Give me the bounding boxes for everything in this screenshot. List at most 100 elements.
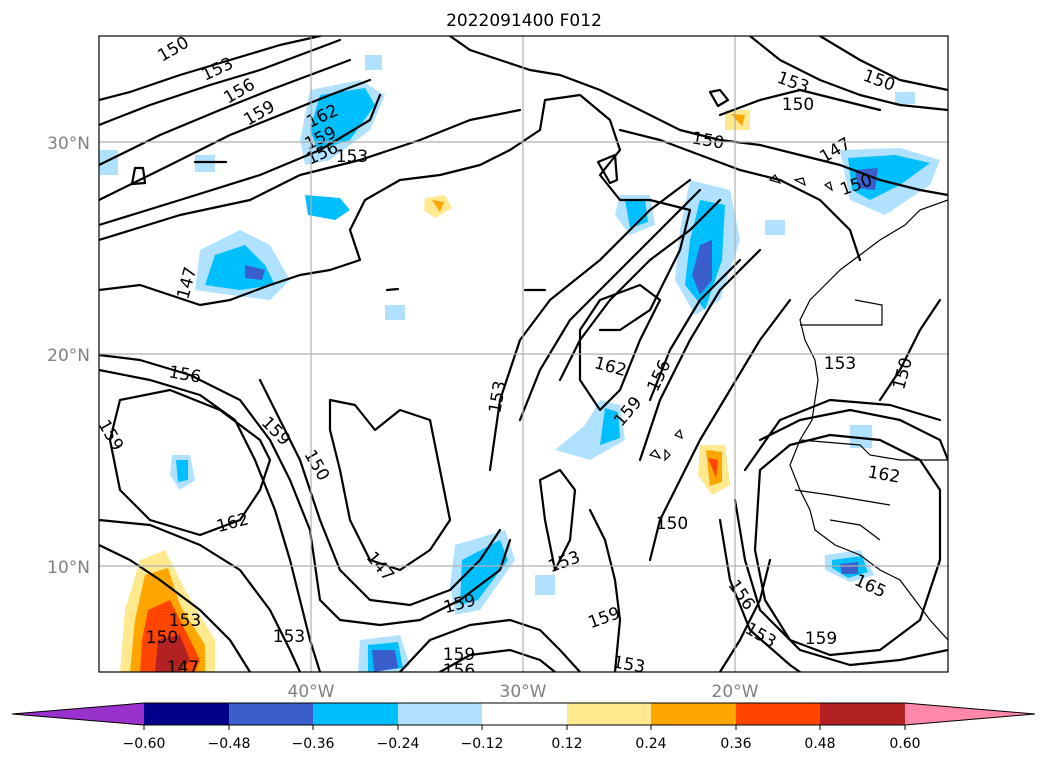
colorbar-tick-label: −0.60 <box>123 736 166 752</box>
contour-156c <box>99 353 512 627</box>
negative-anomaly-area <box>372 650 398 672</box>
colorbar-segment <box>736 703 820 725</box>
contour-label: 153 <box>169 611 201 631</box>
contour-147 <box>99 93 692 332</box>
contour-150i <box>878 298 942 402</box>
contour-159b <box>638 248 762 462</box>
negative-anomaly-area <box>385 305 405 320</box>
graticule <box>99 36 948 672</box>
positive-anomaly-area <box>432 200 444 212</box>
colorbar-tick-label: 0.60 <box>889 736 920 752</box>
contour-153f <box>99 518 302 672</box>
colorbar-segment <box>398 703 482 725</box>
contour-159d <box>438 648 557 672</box>
colorbar-segment <box>567 703 651 725</box>
contour-153c <box>748 36 948 112</box>
contour-label: 159 <box>805 629 837 649</box>
lat-label: 20°N <box>47 346 90 366</box>
lon-label: 30°W <box>500 682 547 702</box>
map-title: 2022091400 F012 <box>446 11 602 31</box>
contour-159e <box>588 508 622 672</box>
colorbar-segment <box>144 703 229 725</box>
negative-anomaly-area <box>245 265 265 280</box>
contour-150g <box>99 543 252 672</box>
colorbar-segment <box>482 703 567 725</box>
contour-150c <box>818 36 948 92</box>
negative-anomaly-area <box>840 562 858 574</box>
map-frame <box>98 35 949 673</box>
colorbar-segment <box>820 703 905 725</box>
contour-153h <box>538 468 577 572</box>
positive-anomaly-area <box>155 635 190 672</box>
contour-label: 147 <box>167 658 199 678</box>
border-line <box>799 439 948 461</box>
contour-159 <box>99 78 372 202</box>
colorbar-tick-label: −0.48 <box>208 736 251 752</box>
contour-156e <box>733 498 948 667</box>
negative-anomaly-area <box>99 150 118 175</box>
contour-153g <box>398 618 582 672</box>
negative-anomaly-area <box>460 540 508 605</box>
negative-anomaly-area <box>692 240 712 295</box>
contour-label: 150 <box>782 95 814 115</box>
contour-147c <box>328 398 452 572</box>
positive-anomaly-area <box>708 458 718 478</box>
contour-156 <box>99 58 352 167</box>
contour-156d <box>718 558 772 672</box>
contour-165 <box>753 433 942 657</box>
contour-150h <box>258 378 502 607</box>
colorbar-tick-label: 0.12 <box>551 736 582 752</box>
colorbar: −0.60 −0.48 −0.36 −0.24 −0.12 0.12 0.24 … <box>11 702 1036 752</box>
contour-162 <box>99 93 382 227</box>
colorbar-extend-high <box>905 703 1035 725</box>
colorbar-tick-label: −0.36 <box>292 736 335 752</box>
lon-label: 20°W <box>712 682 759 702</box>
contour-153i <box>718 518 802 672</box>
contour-150f <box>648 298 792 562</box>
negative-anomaly-area <box>850 425 872 448</box>
contour-label: 150 <box>146 628 178 648</box>
contour-162d <box>758 408 948 462</box>
lat-label: 10°N <box>47 558 90 578</box>
lat-label: 30°N <box>47 134 90 154</box>
contour-159f <box>743 398 942 472</box>
contour-label: 159 <box>443 645 475 665</box>
negative-anomaly-area <box>195 155 215 172</box>
negative-anomaly-area <box>895 92 915 104</box>
contour-small <box>385 287 400 292</box>
contour-small <box>596 153 619 185</box>
contour-label: 153 <box>611 652 646 677</box>
contour-162b <box>578 283 662 412</box>
contour-label: 156 <box>443 661 475 681</box>
coastline-layer <box>648 174 948 641</box>
contour-150d <box>718 88 882 117</box>
colorbar-tick-label: −0.24 <box>377 736 420 752</box>
colorbar-ticks <box>143 725 906 730</box>
contour-159c <box>99 368 322 672</box>
colorbar-tick-label: 0.36 <box>720 736 751 752</box>
contour-153e <box>518 188 702 422</box>
contour-small <box>130 166 147 186</box>
lon-label: 40°W <box>288 682 335 702</box>
cape-verde-islands <box>648 428 683 462</box>
contour-156b <box>648 258 742 402</box>
border-line <box>794 489 891 506</box>
colorbar-segment <box>313 703 398 725</box>
negative-anomaly-area <box>600 408 620 445</box>
colorbar-segment <box>229 703 313 725</box>
contour-153b <box>99 108 522 242</box>
africa-coastline <box>789 199 948 641</box>
contour-153 <box>99 38 342 127</box>
contour-label: 150 <box>656 514 688 534</box>
contour-small <box>708 88 730 108</box>
contour-150b <box>448 36 948 197</box>
negative-anomaly-area <box>176 460 188 482</box>
contour-150 <box>99 36 322 102</box>
contour-153d <box>558 198 722 382</box>
colorbar-segment <box>651 703 736 725</box>
negative-anomaly-area <box>535 575 555 595</box>
border-line <box>829 519 881 541</box>
contour-label: 153 <box>273 627 305 647</box>
colorbar-extend-low <box>12 703 144 725</box>
